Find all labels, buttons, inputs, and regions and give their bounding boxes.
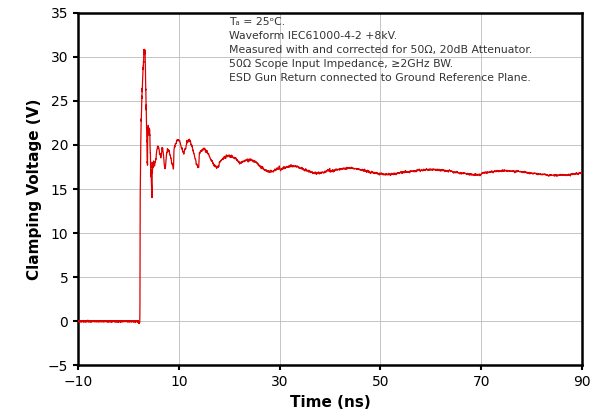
X-axis label: Time (ns): Time (ns) [290,395,370,409]
Y-axis label: Clamping Voltage (V): Clamping Voltage (V) [28,98,43,280]
Text: Tₐ = 25ᵒC.
Waveform IEC61000-4-2 +8kV.
Measured with and corrected for 50Ω, 20dB: Tₐ = 25ᵒC. Waveform IEC61000-4-2 +8kV. M… [229,17,532,83]
